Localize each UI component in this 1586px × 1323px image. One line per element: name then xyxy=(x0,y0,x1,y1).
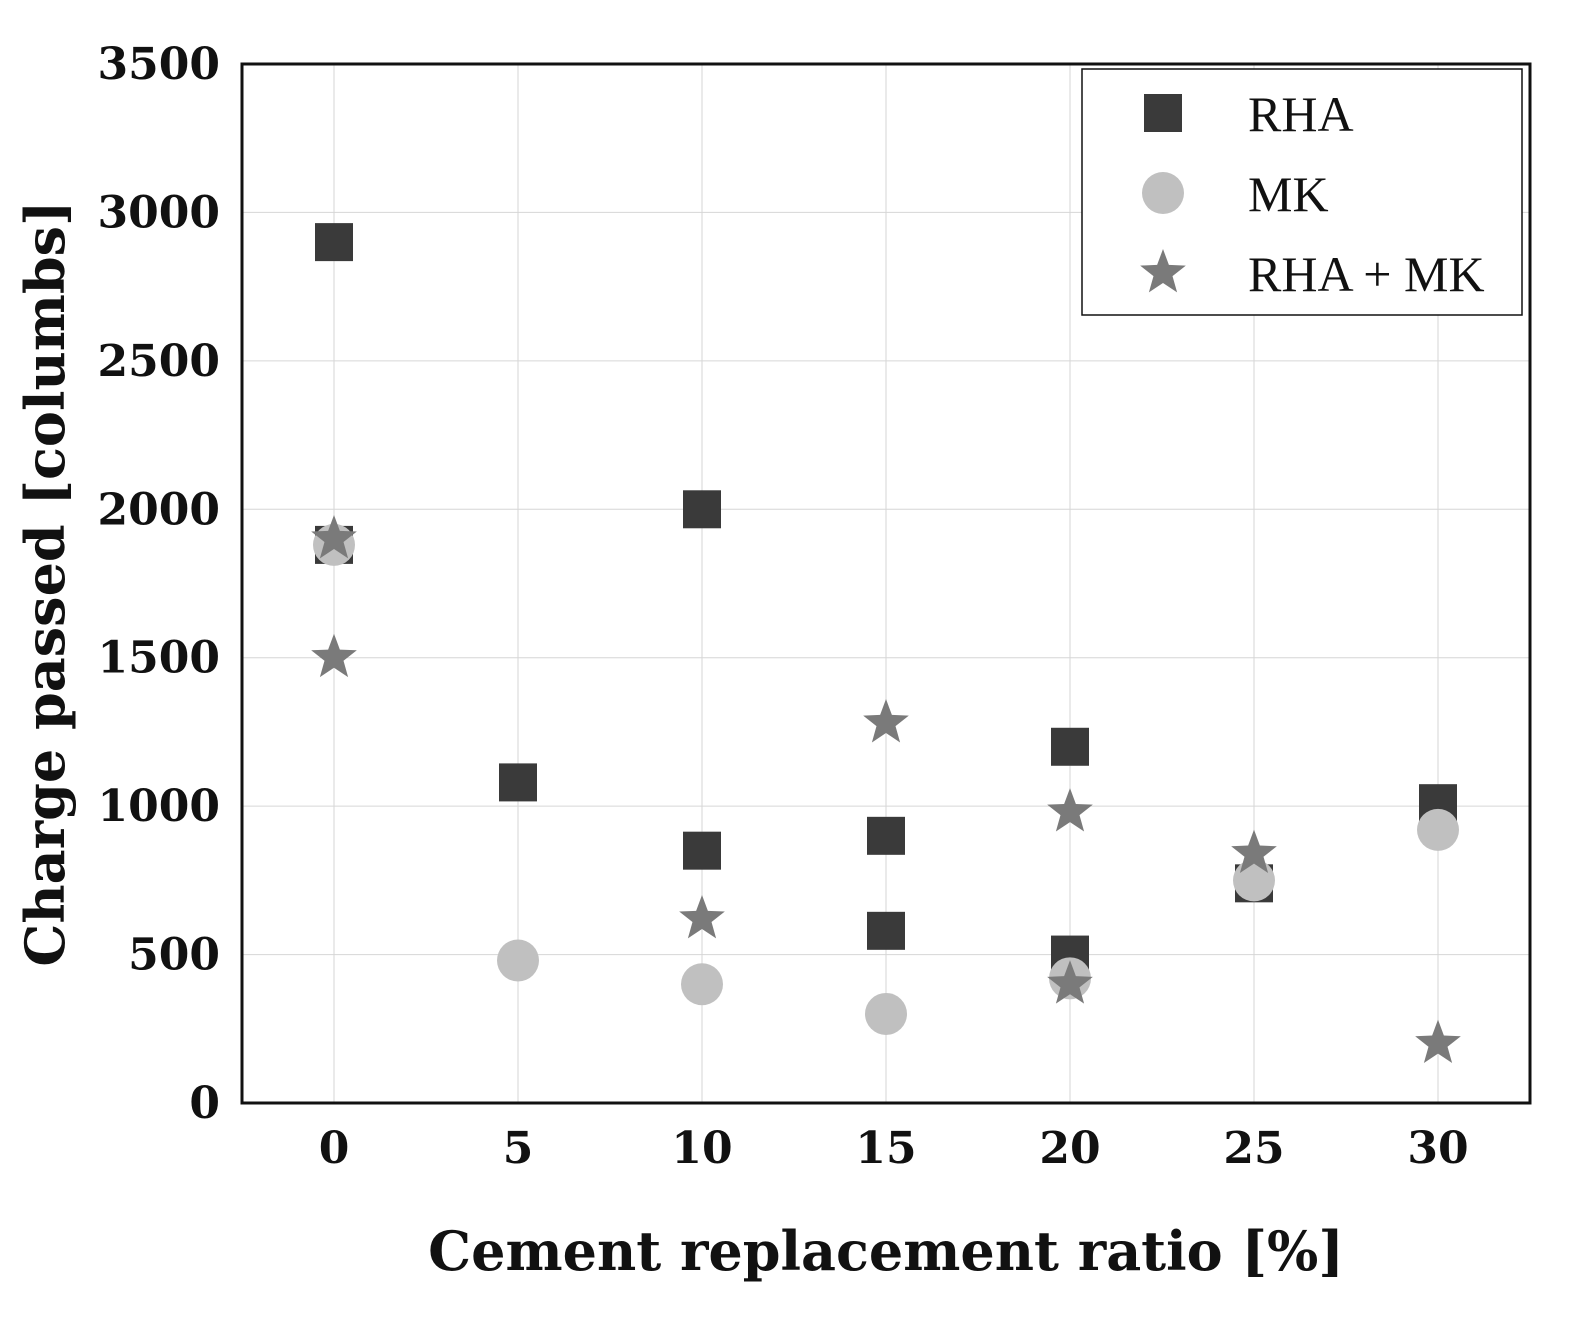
data-points xyxy=(311,223,1461,1064)
y-tick-label: 0 xyxy=(189,1078,220,1129)
legend-label: RHA xyxy=(1248,86,1354,142)
star-point xyxy=(311,514,357,559)
y-tick-label: 2500 xyxy=(98,336,220,387)
y-tick-label: 1500 xyxy=(98,633,220,684)
square-point xyxy=(499,763,537,802)
x-axis-title: Cement replacement ratio [%] xyxy=(428,1219,1344,1283)
legend: RHA MK RHA + MK xyxy=(1081,68,1523,316)
legend-marker xyxy=(1144,94,1182,132)
legend-marker xyxy=(1142,172,1184,214)
star-point xyxy=(1231,829,1277,874)
star-point xyxy=(1047,960,1093,1004)
circle-point xyxy=(1417,808,1459,851)
circle-point xyxy=(681,963,723,1006)
legend-label: RHA + MK xyxy=(1248,246,1485,302)
y-tick-label: 3000 xyxy=(98,187,220,238)
star-point xyxy=(311,633,357,678)
square-point xyxy=(683,831,721,870)
y-tick-label: 1000 xyxy=(98,781,220,832)
legend-marker xyxy=(1140,249,1186,293)
tick-labels: 0 5 10 15 20 25 30 0 500 1000 1500 2000 2500 3000 3500 xyxy=(98,39,1469,1174)
star-point xyxy=(679,894,725,939)
star-point xyxy=(1415,1019,1461,1064)
x-tick-label: 5 xyxy=(503,1123,534,1174)
star-point xyxy=(863,699,909,743)
plot-frame xyxy=(240,62,1532,1105)
square-point xyxy=(867,816,905,855)
legend-label: MK xyxy=(1248,166,1329,222)
square-point xyxy=(315,223,353,262)
x-tick-label: 30 xyxy=(1407,1123,1468,1174)
circle-point xyxy=(1233,859,1275,902)
x-tick-label: 0 xyxy=(319,1123,350,1174)
y-tick-label: 3500 xyxy=(98,39,220,90)
x-tick-label: 15 xyxy=(855,1123,916,1174)
circle-point xyxy=(865,992,907,1035)
x-tick-label: 20 xyxy=(1039,1123,1100,1174)
circle-point xyxy=(497,939,539,982)
square-point xyxy=(1051,727,1089,766)
y-tick-label: 2000 xyxy=(98,484,220,535)
x-tick-label: 10 xyxy=(671,1123,732,1174)
square-point xyxy=(683,490,721,529)
y-tick-label: 500 xyxy=(128,930,220,981)
y-axis-title: Charge passed [columbs] xyxy=(13,200,77,966)
star-point xyxy=(1047,788,1093,832)
series-rha-mk xyxy=(311,514,1461,1064)
x-tick-label: 25 xyxy=(1223,1123,1284,1174)
square-point xyxy=(867,911,905,950)
